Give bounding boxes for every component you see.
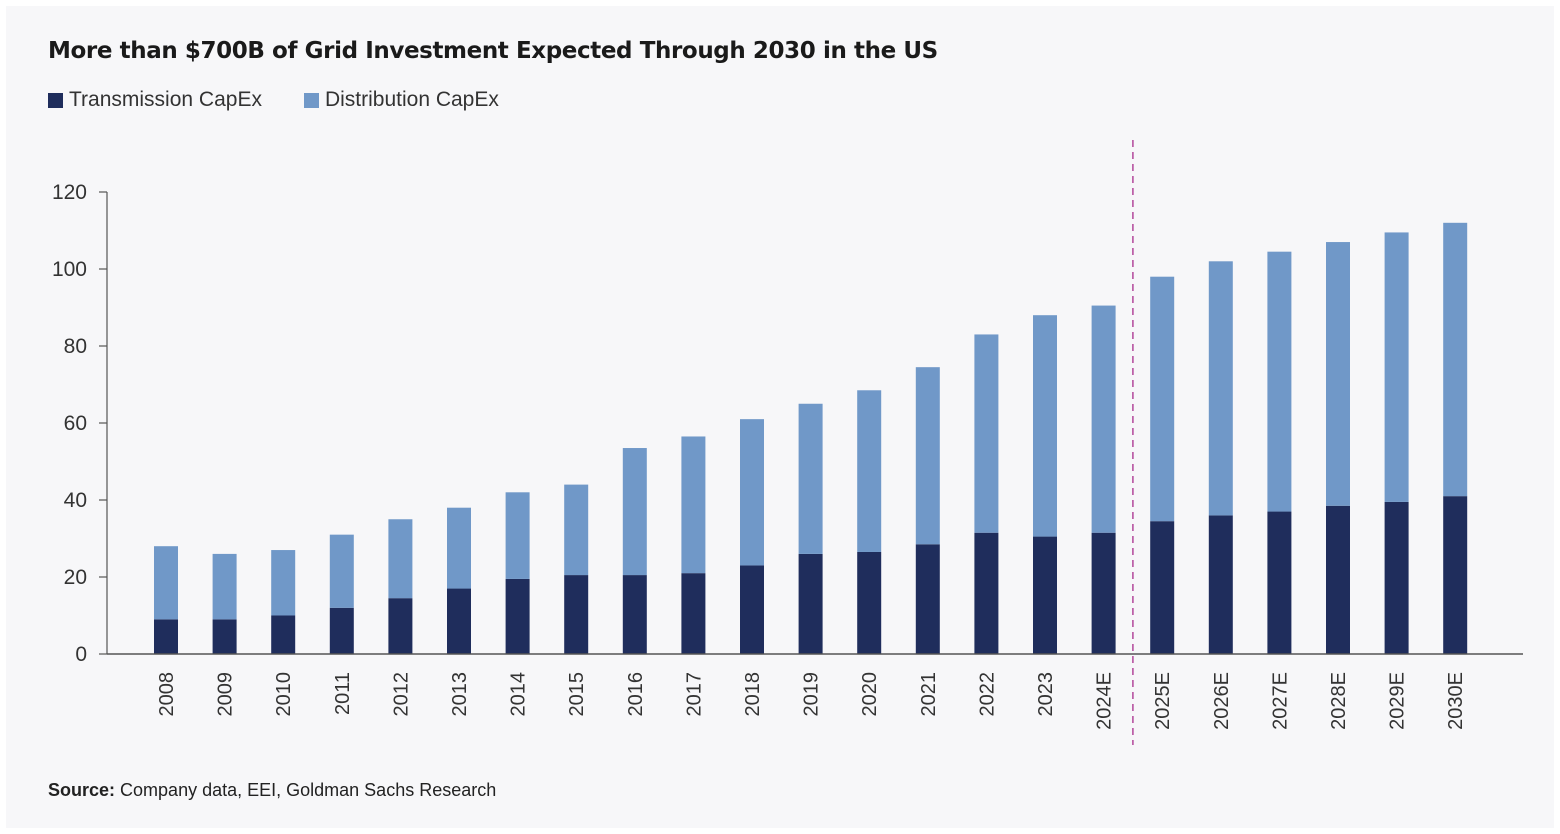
x-tick-label: 2018 (742, 672, 764, 717)
x-tick-label: 2009 (215, 672, 237, 717)
x-tick-label: 2023 (1035, 672, 1057, 717)
bar-transmission (974, 532, 999, 654)
x-tick-label: 2021 (918, 672, 940, 717)
bar-distribution (505, 492, 530, 579)
bar-distribution (329, 534, 354, 608)
source-note: Source: Company data, EEI, Goldman Sachs… (48, 780, 496, 801)
x-tick-label: 2022 (976, 672, 998, 717)
bar-distribution (271, 550, 296, 616)
y-tick-label: 40 (64, 489, 87, 512)
y-tick-label: 100 (52, 258, 87, 281)
legend-label-transmission: Transmission CapEx (69, 88, 262, 111)
bar-distribution (915, 367, 940, 545)
x-tick-label: 2016 (625, 672, 647, 717)
x-tick-label: 2027E (1269, 672, 1291, 730)
bar-distribution (1033, 315, 1057, 537)
bar-distribution (622, 448, 647, 576)
x-tick-label: 2019 (801, 672, 823, 717)
x-tick-label: 2014 (508, 672, 530, 717)
x-tick-label: 2025E (1152, 672, 1174, 730)
bar-transmission (1150, 521, 1175, 654)
bar-distribution (1443, 222, 1468, 497)
bar-distribution (564, 484, 589, 576)
bar-transmission (798, 553, 823, 654)
bar-transmission (1208, 515, 1233, 654)
bar-transmission (857, 551, 882, 654)
bar-transmission (1443, 496, 1468, 654)
bar-transmission (915, 544, 940, 654)
x-tick-label: 2029E (1387, 672, 1409, 730)
y-tick-label: 60 (64, 412, 87, 435)
bar-distribution (212, 553, 237, 620)
legend-label-distribution: Distribution CapEx (324, 88, 499, 111)
x-tick-label: 2013 (449, 672, 471, 717)
chart-legend: Transmission CapEx Distribution CapEx (48, 88, 541, 112)
bar-distribution (1384, 232, 1409, 502)
bar-transmission (1384, 501, 1409, 654)
bar-distribution (447, 507, 471, 589)
bar-distribution (798, 403, 823, 554)
x-tick-label: 2017 (683, 672, 705, 717)
y-tick-label: 20 (64, 566, 87, 589)
bar-transmission (1033, 536, 1057, 654)
bar-transmission (1091, 532, 1116, 654)
bar-distribution (388, 519, 413, 599)
bar-distribution (1326, 242, 1350, 506)
bar-distribution (1150, 276, 1175, 522)
bar-distribution (974, 334, 999, 533)
x-tick-label: 2024E (1094, 672, 1116, 730)
bar-distribution (857, 390, 882, 552)
y-tick-label: 80 (64, 335, 87, 358)
legend-swatch-distribution (303, 92, 319, 108)
bar-transmission (564, 575, 589, 654)
legend-item-transmission: Transmission CapEx (48, 88, 262, 112)
bar-distribution (740, 419, 764, 566)
bar-transmission (447, 588, 471, 654)
y-tick-label: 120 (52, 181, 87, 204)
bar-transmission (740, 565, 764, 654)
bar-transmission (622, 575, 647, 654)
bar-transmission (388, 598, 413, 654)
x-tick-label: 2012 (390, 672, 412, 717)
bar-distribution (1091, 305, 1116, 533)
x-tick-label: 2011 (332, 672, 354, 715)
bar-distribution (1208, 261, 1233, 516)
chart-title: More than $700B of Grid Investment Expec… (48, 38, 938, 64)
bar-distribution (1267, 251, 1292, 512)
bar-transmission (329, 607, 354, 654)
x-tick-label: 2026E (1211, 672, 1233, 730)
legend-item-distribution: Distribution CapEx (303, 88, 499, 112)
bar-transmission (505, 578, 530, 654)
x-tick-label: 2015 (566, 672, 588, 717)
x-tick-label: 2020 (859, 672, 881, 717)
bar-transmission (154, 619, 178, 654)
bar-distribution (681, 436, 706, 574)
bar-transmission (1326, 505, 1350, 654)
bar-transmission (271, 615, 296, 654)
x-tick-label: 2010 (273, 672, 295, 717)
y-tick-label: 0 (75, 643, 87, 666)
bar-distribution (154, 546, 178, 620)
x-tick-label: 2008 (156, 672, 178, 717)
bar-transmission (1267, 511, 1292, 654)
x-tick-label: 2028E (1328, 672, 1350, 730)
legend-swatch-transmission (48, 92, 63, 108)
source-text: Company data, EEI, Goldman Sachs Researc… (120, 780, 497, 800)
source-label: Source: (48, 780, 116, 800)
bar-transmission (681, 573, 706, 654)
bar-transmission (212, 619, 237, 654)
x-tick-label: 2030E (1445, 672, 1467, 730)
chart-card (6, 6, 1554, 828)
